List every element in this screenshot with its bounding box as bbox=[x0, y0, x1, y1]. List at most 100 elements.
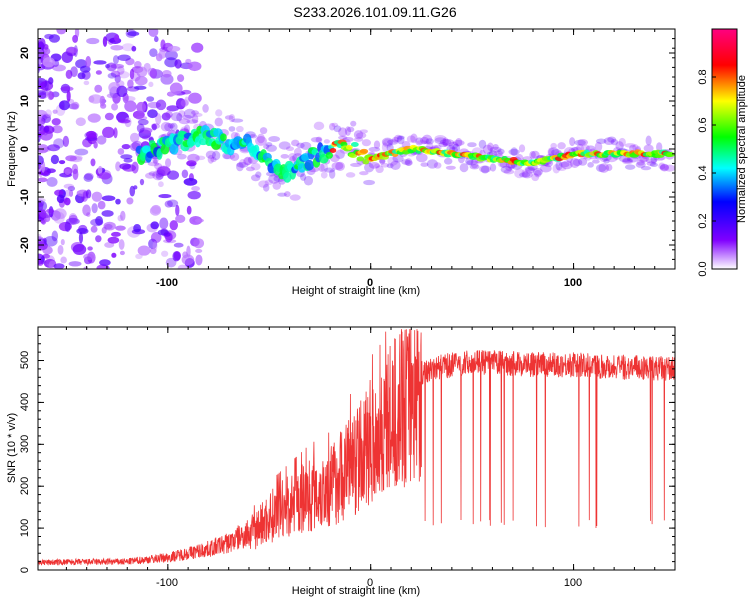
heatmap-haze-cell bbox=[401, 159, 411, 165]
heatmap-noise-cell bbox=[86, 37, 100, 45]
heatmap-haze-cell bbox=[406, 135, 416, 143]
heatmap-noise-cell bbox=[150, 221, 159, 230]
spectrogram-x-axis-title: Height of straight line (km) bbox=[292, 285, 420, 297]
heatmap-haze-cell bbox=[578, 157, 588, 166]
heatmap-haze-cell bbox=[364, 162, 375, 173]
heatmap-noise-cell bbox=[38, 37, 46, 49]
snr-y-tick-label: 300 bbox=[19, 435, 31, 453]
heatmap-noise-cell bbox=[76, 189, 89, 197]
heatmap-ridge-cell bbox=[329, 147, 337, 153]
heatmap-haze-cell bbox=[170, 122, 178, 131]
heatmap-haze-cell bbox=[508, 148, 520, 156]
heatmap-noise-cell bbox=[139, 178, 145, 186]
heatmap-haze-cell bbox=[266, 144, 277, 152]
heatmap-noise-cell bbox=[52, 109, 58, 114]
heatmap-noise-cell bbox=[53, 208, 67, 220]
heatmap-noise-cell bbox=[175, 214, 186, 223]
heatmap-haze-cell bbox=[624, 164, 636, 170]
heatmap-noise-cell bbox=[149, 68, 158, 79]
heatmap-haze-cell bbox=[331, 162, 344, 170]
heatmap-haze-cell bbox=[285, 146, 295, 152]
heatmap-haze-cell bbox=[238, 159, 246, 169]
heatmap-haze-cell bbox=[635, 161, 646, 168]
heatmap-noise-cell bbox=[148, 29, 159, 37]
heatmap-haze-cell bbox=[259, 127, 268, 135]
heatmap-noise-cell bbox=[188, 92, 202, 104]
heatmap-noise-cell bbox=[46, 176, 58, 187]
heatmap-haze-cell bbox=[396, 135, 405, 140]
heatmap-haze-cell bbox=[577, 138, 589, 146]
heatmap-noise-cell bbox=[74, 148, 89, 156]
spectrogram-panel: -100 0 100 20 10 0 -10 -20 Height of str… bbox=[6, 28, 676, 297]
heatmap-noise-cell bbox=[129, 68, 135, 80]
heatmap-haze-cell bbox=[178, 118, 191, 125]
heatmap-haze-cell bbox=[293, 147, 302, 156]
heatmap-noise-cell bbox=[119, 163, 132, 170]
heatmap-noise-cell bbox=[76, 227, 89, 235]
heatmap-haze-cell bbox=[353, 130, 364, 140]
heatmap-haze-cell bbox=[323, 139, 331, 144]
heatmap-noise-cell bbox=[72, 244, 87, 256]
heatmap-noise-cell bbox=[191, 42, 204, 53]
heatmap-haze-cell bbox=[470, 158, 479, 169]
heatmap-haze-cell bbox=[320, 162, 329, 173]
heatmap-noise-cell bbox=[99, 259, 111, 266]
heatmap-noise-cell bbox=[110, 70, 121, 78]
heatmap-noise-cell bbox=[38, 236, 44, 241]
heatmap-haze-cell bbox=[552, 164, 561, 174]
heatmap-haze-cell bbox=[529, 150, 536, 160]
heatmap-haze-cell bbox=[236, 162, 244, 172]
heatmap-noise-cell bbox=[85, 55, 92, 68]
heatmap-noise-cell bbox=[95, 215, 103, 226]
heatmap-haze-cell bbox=[587, 162, 594, 168]
heatmap-noise-cell bbox=[155, 172, 164, 180]
heatmap-noise-cell bbox=[133, 185, 138, 190]
heatmap-noise-cell bbox=[50, 210, 61, 221]
heatmap-haze-cell bbox=[420, 136, 429, 145]
heatmap-noise-cell bbox=[70, 66, 78, 78]
heatmap-haze-cell bbox=[442, 137, 449, 147]
heatmap-haze-cell bbox=[503, 169, 515, 175]
heatmap-haze-cell bbox=[328, 169, 336, 179]
heatmap-noise-cell bbox=[187, 61, 202, 72]
heatmap-haze-cell bbox=[405, 158, 413, 166]
heatmap-noise-cell bbox=[66, 47, 78, 54]
heatmap-noise-cell bbox=[63, 183, 75, 189]
heatmap-noise-cell bbox=[172, 251, 181, 262]
heatmap-haze-cell bbox=[532, 167, 543, 176]
heatmap-haze-cell bbox=[615, 141, 624, 151]
heatmap-noise-cell bbox=[96, 135, 107, 145]
heatmap-noise-cell bbox=[59, 100, 65, 110]
heatmap-haze-cell bbox=[556, 166, 567, 172]
heatmap-haze-cell bbox=[645, 135, 652, 146]
heatmap-haze-cell bbox=[263, 144, 270, 150]
heatmap-haze-cell bbox=[291, 139, 300, 147]
heatmap-haze-cell bbox=[170, 112, 183, 122]
heatmap-noise-cell bbox=[38, 170, 50, 176]
heatmap-haze-cell bbox=[210, 157, 217, 163]
heatmap-haze-cell bbox=[416, 140, 428, 145]
heatmap-noise-cell bbox=[111, 252, 117, 258]
heatmap-noise-cell bbox=[63, 189, 73, 197]
heatmap-haze-cell bbox=[539, 164, 552, 173]
heatmap-ridge-cell bbox=[283, 171, 292, 183]
heatmap-noise-cell bbox=[67, 185, 76, 192]
heatmap-haze-cell bbox=[224, 115, 234, 120]
heatmap-haze-cell bbox=[656, 142, 663, 152]
heatmap-noise-cell bbox=[62, 135, 70, 148]
heatmap-noise-cell bbox=[181, 254, 195, 266]
heatmap-noise-cell bbox=[105, 64, 111, 69]
heatmap-haze-cell bbox=[572, 158, 583, 167]
heatmap-haze-cell bbox=[381, 142, 388, 153]
heatmap-noise-cell bbox=[154, 36, 159, 43]
heatmap-haze-cell bbox=[303, 175, 314, 186]
heatmap-haze-cell bbox=[392, 136, 399, 143]
heatmap-noise-cell bbox=[66, 90, 71, 102]
heatmap-haze-cell bbox=[331, 122, 339, 128]
heatmap-noise-cell bbox=[44, 33, 54, 40]
heatmap-haze-cell bbox=[379, 158, 386, 164]
heatmap-noise-cell bbox=[184, 96, 190, 106]
heatmap-haze-cell bbox=[521, 170, 533, 179]
heatmap-haze-cell bbox=[603, 158, 610, 164]
